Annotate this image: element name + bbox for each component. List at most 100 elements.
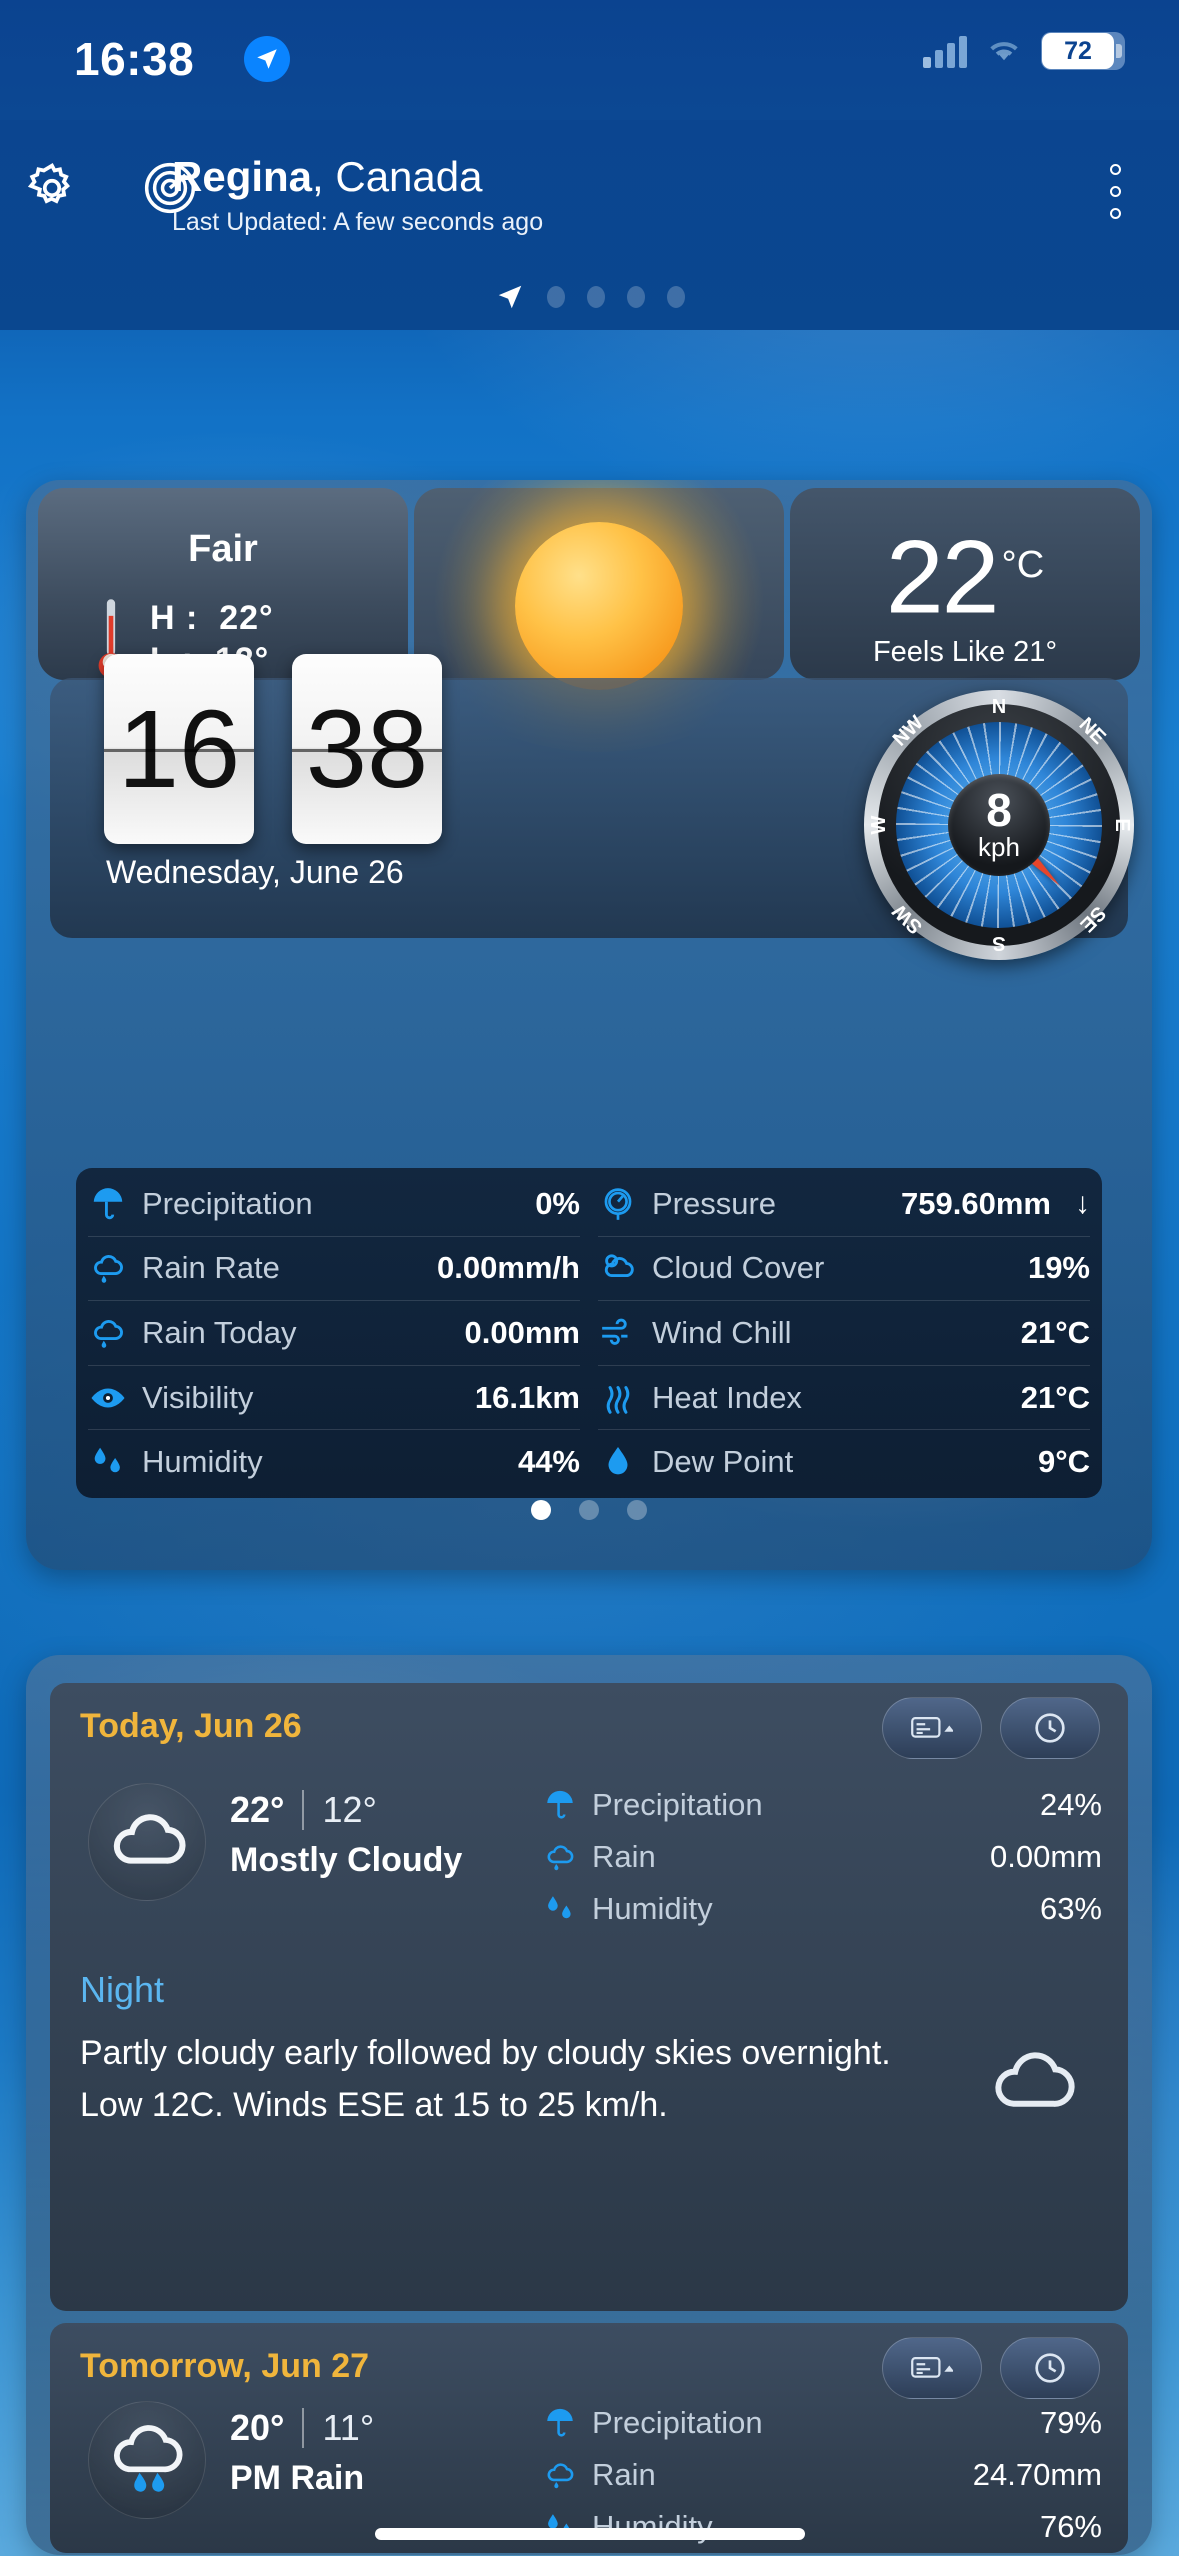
current-weather-panel: Fair H : 22° L : 12°	[26, 480, 1152, 1570]
battery-level: 72	[1042, 33, 1122, 69]
forecast-day-row: 20° 11° PM Rain Precipitation 79% R	[50, 2397, 1128, 2555]
detail-row-rain-rate[interactable]: Rain Rate 0.00mm/h	[88, 1237, 580, 1302]
details-grid: Precipitation 0% Rain Rate 0.00mm/h Rain…	[76, 1168, 1102, 1498]
rain-cloud-icon	[542, 2457, 578, 2493]
page-indicator[interactable]	[0, 282, 1179, 312]
clock-icon[interactable]	[1000, 1697, 1100, 1759]
weather-icon-cell[interactable]	[399, 480, 799, 752]
location-title-block[interactable]: Regina, Canada Last Updated: A few secon…	[172, 152, 543, 237]
rain-cloud-icon	[88, 1313, 128, 1353]
forecast-stat-value: 79%	[1039, 2405, 1102, 2440]
radar-icon[interactable]	[142, 160, 198, 216]
forecast-low: 12°	[322, 1789, 377, 1830]
forecast-stat-label: Rain	[592, 2457, 656, 2492]
detail-value: 44%	[517, 1444, 580, 1480]
detail-row-pressure[interactable]: Pressure 759.60mm ↓	[598, 1172, 1090, 1237]
city-name: Regina	[172, 153, 313, 200]
forecast-low: 11°	[322, 2407, 375, 2448]
forecast-stat-value: 0.00mm	[990, 1839, 1102, 1874]
droplets-icon	[542, 1891, 578, 1927]
detail-row-humidity[interactable]: Humidity 44%	[88, 1430, 580, 1494]
details-dot[interactable]	[627, 1500, 647, 1520]
gear-icon[interactable]	[24, 160, 80, 216]
forecast-day-title: Today, Jun 26	[80, 1707, 302, 1745]
detail-value: 21°C	[1020, 1314, 1090, 1350]
forecast-stat-precipitation: Precipitation 79%	[542, 2397, 1102, 2449]
detail-row-wind-chill[interactable]: Wind Chill 21°C	[598, 1301, 1090, 1366]
detail-label: Precipitation	[142, 1185, 313, 1221]
high-value: 22°	[219, 599, 274, 637]
temperature-value: 22	[885, 519, 1000, 636]
forecast-stat-humidity: Humidity 63%	[542, 1883, 1102, 1935]
clock-minutes[interactable]: 38	[292, 654, 442, 844]
eye-icon	[88, 1378, 128, 1418]
forecast-stat-label: Rain	[592, 1839, 656, 1874]
pager-location-arrow-icon	[498, 285, 521, 309]
details-dot[interactable]	[579, 1500, 599, 1520]
wind-icon	[598, 1313, 638, 1353]
forecast-stat-label: Precipitation	[592, 1787, 763, 1822]
detail-value: 0.00mm	[464, 1314, 580, 1350]
clock-row: 16 38 Wednesday, June 26 N NE E SE S SW …	[50, 654, 1134, 960]
forecast-stat-value: 24.70mm	[972, 2457, 1102, 2492]
detail-label: Heat Index	[652, 1379, 802, 1415]
sun-icon	[399, 480, 799, 752]
detail-row-precipitation[interactable]: Precipitation 0%	[88, 1172, 580, 1237]
detail-row-dew-point[interactable]: Dew Point 9°C	[598, 1430, 1090, 1494]
rain-cloud-icon	[88, 1248, 128, 1288]
detail-label: Dew Point	[652, 1444, 794, 1480]
details-column-right: Pressure 759.60mm ↓ Cloud Cover 19% Wind…	[598, 1172, 1090, 1494]
detail-label: Visibility	[142, 1379, 254, 1415]
night-description: Partly cloudy early followed by cloudy s…	[80, 2034, 891, 2124]
temp-separator	[302, 2408, 305, 2448]
forecast-panel: Today, Jun 26 22° 12°	[26, 1655, 1152, 2555]
forecast-high: 22°	[230, 1789, 285, 1830]
compass-mark-e: E	[1110, 818, 1133, 832]
detail-row-heat-index[interactable]: Heat Index 21°C	[598, 1366, 1090, 1431]
country-name: , Canada	[312, 153, 483, 200]
detail-row-visibility[interactable]: Visibility 16.1km	[88, 1366, 580, 1431]
status-bar: 16:38 72	[0, 0, 1179, 120]
detail-row-cloud-cover[interactable]: Cloud Cover 19%	[598, 1237, 1090, 1302]
heat-waves-icon	[598, 1378, 638, 1418]
feels-like-text: Feels Like 21°	[872, 636, 1058, 668]
forecast-stat-value: 76%	[1039, 2509, 1102, 2544]
forecast-summary: Mostly Cloudy	[230, 1841, 463, 1879]
temperature-unit: °C	[1001, 544, 1045, 586]
wind-speed-unit: kph	[978, 831, 1020, 862]
forecast-day-tomorrow[interactable]: Tomorrow, Jun 27 20°	[50, 2323, 1128, 2553]
forecast-day-today[interactable]: Today, Jun 26 22° 12°	[50, 1683, 1128, 2311]
forecast-stats: Precipitation 24% Rain 0.00mm Humidity 6…	[542, 1779, 1102, 1935]
pager-dot[interactable]	[666, 286, 685, 308]
home-indicator[interactable]	[374, 2528, 805, 2540]
current-temperature: 22 °C	[790, 510, 1140, 633]
sun-cloud-icon	[598, 1248, 638, 1288]
forecast-stat-label: Precipitation	[592, 2405, 763, 2440]
list-view-icon[interactable]	[882, 1697, 982, 1759]
detail-label: Humidity	[142, 1444, 263, 1480]
more-vertical-icon[interactable]	[1110, 164, 1121, 219]
list-view-icon[interactable]	[882, 2337, 982, 2399]
page-title: Regina, Canada	[172, 152, 543, 202]
gauge-icon	[598, 1184, 638, 1224]
wind-speed-value: 8	[986, 783, 1012, 836]
wind-readout: 8 kph	[948, 774, 1050, 876]
pager-dot[interactable]	[626, 286, 645, 308]
pager-dot[interactable]	[546, 286, 565, 308]
clock-icon[interactable]	[1000, 2337, 1100, 2399]
details-dot[interactable]	[531, 1500, 551, 1520]
condition-cell[interactable]: Fair H : 22° L : 12°	[38, 488, 408, 680]
detail-row-rain-today[interactable]: Rain Today 0.00mm	[88, 1301, 580, 1366]
clock-hours[interactable]: 16	[104, 654, 254, 844]
wind-compass[interactable]: N NE E SE S SW W NW 8 kph	[864, 690, 1134, 960]
detail-value: 21°C	[1020, 1379, 1090, 1415]
forecast-day-row: 22° 12° Mostly Cloudy Precipitation 24%	[50, 1779, 1128, 1949]
forecast-stat-label: Humidity	[592, 1891, 713, 1926]
battery-indicator: 72	[1041, 32, 1125, 70]
detail-value: 19%	[1027, 1250, 1090, 1286]
details-page-indicator[interactable]	[26, 1500, 1152, 1520]
pager-dot[interactable]	[586, 286, 605, 308]
temperature-cell[interactable]: 22 °C Feels Like 21°	[790, 488, 1140, 680]
detail-value: 759.60mm	[901, 1185, 1051, 1221]
location-arrow-icon	[244, 36, 290, 82]
